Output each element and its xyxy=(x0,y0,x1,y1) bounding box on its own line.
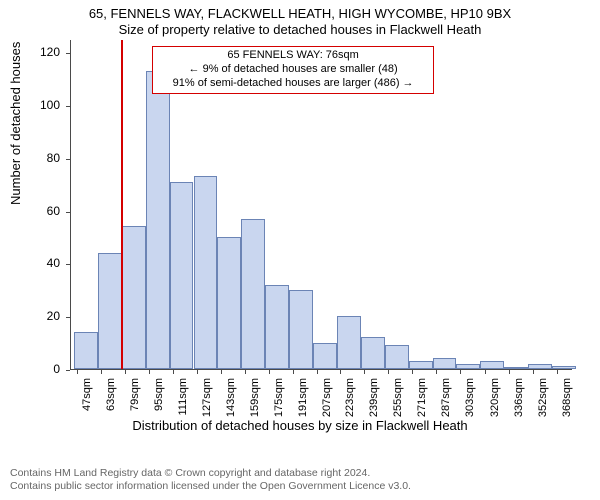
histogram-bar xyxy=(170,182,194,369)
histogram-bar xyxy=(528,364,552,369)
x-tick-mark xyxy=(485,370,486,374)
x-tick-label: 79sqm xyxy=(129,378,141,422)
footer-line1: Contains HM Land Registry data © Crown c… xyxy=(10,467,411,481)
x-tick-label: 352sqm xyxy=(537,378,549,422)
x-tick-label: 271sqm xyxy=(416,378,428,422)
histogram-bar xyxy=(122,226,146,369)
property-marker-line xyxy=(121,40,123,369)
x-tick-label: 239sqm xyxy=(368,378,380,422)
x-tick-mark xyxy=(269,370,270,374)
y-tick-label: 0 xyxy=(0,362,60,376)
y-tick-label: 60 xyxy=(0,204,60,218)
y-tick-label: 120 xyxy=(0,45,60,59)
x-tick-mark xyxy=(388,370,389,374)
x-tick-mark xyxy=(125,370,126,374)
histogram-bar xyxy=(194,176,218,369)
x-tick-mark xyxy=(412,370,413,374)
y-axis-label: Number of detached houses xyxy=(8,42,23,205)
x-tick-label: 63sqm xyxy=(105,378,117,422)
annotation-line3: 91% of semi-detached houses are larger (… xyxy=(159,77,427,91)
y-tick-mark xyxy=(66,106,70,107)
histogram-bar xyxy=(433,358,457,369)
x-tick-label: 191sqm xyxy=(297,378,309,422)
y-tick-mark xyxy=(66,370,70,371)
y-tick-mark xyxy=(66,317,70,318)
x-tick-label: 207sqm xyxy=(321,378,333,422)
x-tick-mark xyxy=(509,370,510,374)
annotation-line2: ← 9% of detached houses are smaller (48) xyxy=(159,63,427,77)
histogram-bar xyxy=(98,253,122,369)
x-tick-label: 336sqm xyxy=(513,378,525,422)
histogram-bar xyxy=(289,290,313,369)
x-tick-mark xyxy=(340,370,341,374)
annotation-box: 65 FENNELS WAY: 76sqm← 9% of detached ho… xyxy=(152,46,434,94)
y-tick-mark xyxy=(66,159,70,160)
y-tick-label: 80 xyxy=(0,151,60,165)
histogram-bar xyxy=(361,337,385,369)
x-tick-mark xyxy=(149,370,150,374)
histogram-bar xyxy=(241,219,265,369)
histogram-bar xyxy=(409,361,433,369)
histogram-bar xyxy=(217,237,241,369)
histogram-bar xyxy=(504,367,528,369)
chart-title-line1: 65, FENNELS WAY, FLACKWELL HEATH, HIGH W… xyxy=(0,6,600,21)
x-tick-mark xyxy=(173,370,174,374)
histogram-bar xyxy=(313,343,337,369)
x-tick-label: 111sqm xyxy=(177,378,189,422)
chart-title-line2: Size of property relative to detached ho… xyxy=(0,22,600,37)
histogram-bar xyxy=(385,345,409,369)
x-tick-mark xyxy=(364,370,365,374)
annotation-line1: 65 FENNELS WAY: 76sqm xyxy=(159,49,427,63)
x-tick-mark xyxy=(293,370,294,374)
y-tick-label: 20 xyxy=(0,309,60,323)
y-tick-mark xyxy=(66,212,70,213)
x-tick-mark xyxy=(197,370,198,374)
y-tick-label: 100 xyxy=(0,98,60,112)
footer-attribution: Contains HM Land Registry data © Crown c… xyxy=(10,467,411,494)
histogram-bar xyxy=(146,71,170,369)
x-tick-label: 255sqm xyxy=(392,378,404,422)
histogram-bar xyxy=(74,332,98,369)
x-tick-mark xyxy=(436,370,437,374)
x-tick-mark xyxy=(101,370,102,374)
x-tick-mark xyxy=(221,370,222,374)
x-tick-mark xyxy=(245,370,246,374)
x-tick-mark xyxy=(557,370,558,374)
x-tick-label: 223sqm xyxy=(344,378,356,422)
histogram-bar xyxy=(480,361,504,369)
y-tick-mark xyxy=(66,53,70,54)
chart-page: { "titles": { "line1": "65, FENNELS WAY,… xyxy=(0,0,600,500)
x-tick-label: 143sqm xyxy=(225,378,237,422)
x-tick-label: 159sqm xyxy=(249,378,261,422)
histogram-bar xyxy=(552,366,576,369)
x-tick-mark xyxy=(317,370,318,374)
histogram-bar xyxy=(337,316,361,369)
x-tick-label: 47sqm xyxy=(81,378,93,422)
x-tick-mark xyxy=(533,370,534,374)
y-tick-label: 40 xyxy=(0,256,60,270)
histogram-bar xyxy=(265,285,289,369)
x-tick-label: 287sqm xyxy=(440,378,452,422)
x-tick-label: 320sqm xyxy=(489,378,501,422)
x-tick-label: 127sqm xyxy=(201,378,213,422)
x-tick-mark xyxy=(77,370,78,374)
x-tick-label: 303sqm xyxy=(464,378,476,422)
x-tick-label: 175sqm xyxy=(273,378,285,422)
x-tick-label: 368sqm xyxy=(561,378,573,422)
histogram-bar xyxy=(456,364,480,369)
y-tick-mark xyxy=(66,264,70,265)
x-tick-mark xyxy=(460,370,461,374)
plot-area: 65 FENNELS WAY: 76sqm← 9% of detached ho… xyxy=(70,40,572,370)
footer-line2: Contains public sector information licen… xyxy=(10,480,411,494)
x-tick-label: 95sqm xyxy=(153,378,165,422)
